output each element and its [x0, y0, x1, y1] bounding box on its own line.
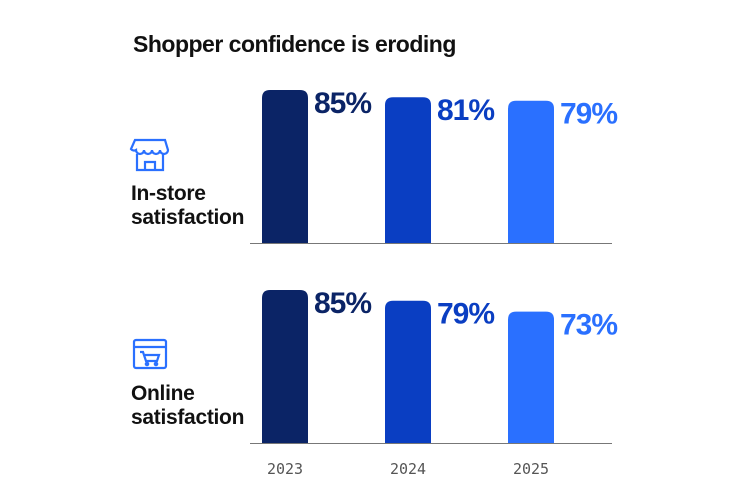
value-label: 73%: [560, 308, 617, 341]
bar: [262, 90, 308, 243]
x-tick-label: 2024: [390, 460, 426, 478]
value-label: 85%: [314, 287, 371, 320]
bar: [508, 100, 554, 243]
x-tick-label: 2023: [267, 460, 303, 478]
value-label: 81%: [437, 94, 494, 127]
value-label: 79%: [560, 98, 617, 131]
series-label: In-store satisfaction: [131, 182, 245, 229]
bar: [385, 97, 431, 243]
value-label: 79%: [437, 298, 494, 331]
bar: [508, 311, 554, 443]
x-tick-label: 2025: [513, 460, 549, 478]
series-label: Online satisfaction: [131, 382, 245, 429]
store-icon: [129, 138, 170, 172]
chart-title: Shopper confidence is eroding: [133, 31, 456, 57]
value-label: 85%: [314, 87, 371, 120]
bar: [262, 290, 308, 443]
bar: [385, 300, 431, 443]
online-cart-icon: [132, 338, 168, 370]
